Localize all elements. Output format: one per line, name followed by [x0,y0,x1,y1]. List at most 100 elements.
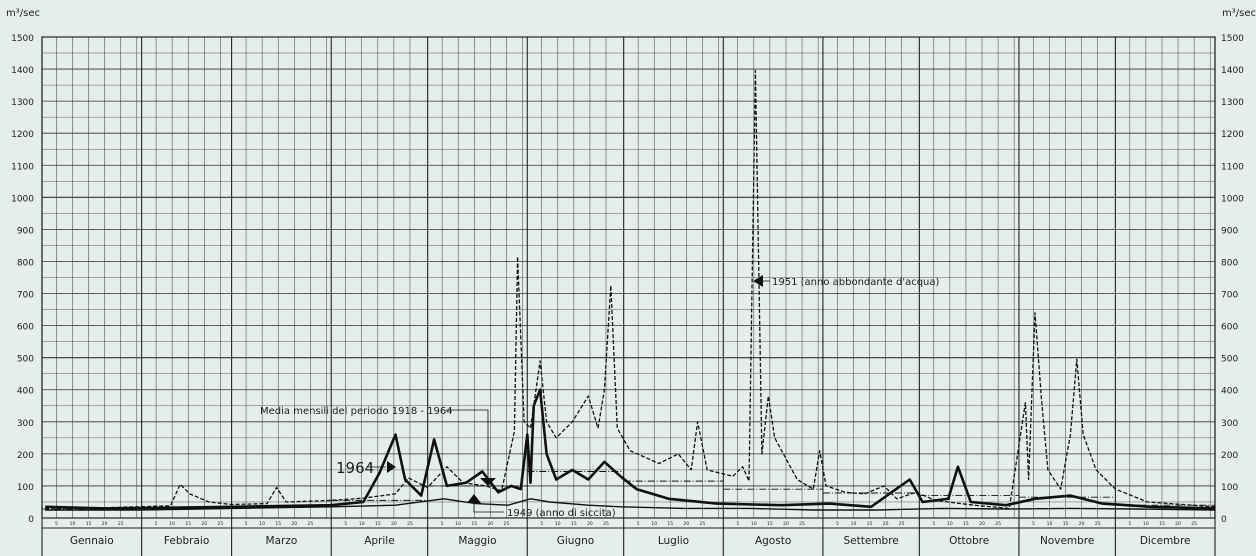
month-axis: Gennaio 5 10 15 20 25 Febbraio 5 10 15 20 25 Marzo 5 1… [42,521,1215,547]
day-tick-label: 25 [700,521,706,527]
day-tick-label: 15 [1063,521,1069,527]
media-leader-line [446,409,489,478]
y-tick-label-left: 700 [17,291,34,301]
y-tick-label-left: 1500 [11,34,34,44]
month-label: Settembre [844,535,899,547]
y-tick-label-right: 1400 [1221,66,1244,76]
y-tick-label-left: 500 [17,355,34,365]
month-label: Gennaio [70,535,114,547]
y-tick-label-right: 700 [1221,291,1238,301]
day-tick-label: 15 [375,521,381,527]
day-tick-label: 5 [1032,521,1035,527]
day-tick-label: 5 [441,521,444,527]
day-tick-label: 5 [245,521,248,527]
month-label: Dicembre [1140,535,1191,547]
day-tick-label: 5 [637,521,640,527]
day-tick-label: 15 [1159,521,1165,527]
day-tick-label: 10 [555,521,561,527]
y-tick-label-left: 200 [17,451,34,461]
y-tick-label-left: 900 [17,226,34,236]
day-tick-label: 10 [359,521,365,527]
day-tick-label: 10 [259,521,265,527]
day-tick-label: 10 [1047,521,1053,527]
y-tick-label-right: 1100 [1221,162,1244,172]
day-tick-label: 15 [667,521,673,527]
day-tick-label: 10 [751,521,757,527]
day-tick-label: 10 [851,521,857,527]
media-arrow [480,478,496,486]
y1951-arrow [753,275,763,287]
annotations: m³/sec m³/sec Media mensili del periodo … [6,8,1256,519]
day-tick-label: 5 [836,521,839,527]
month-label: Novembre [1040,535,1094,547]
day-tick-label: 15 [571,521,577,527]
day-tick-label: 25 [603,521,609,527]
unit-label-right: m³/sec [1222,8,1256,19]
y-tick-label-right: 1000 [1221,194,1244,204]
y-tick-label-right: 600 [1221,323,1238,333]
y-tick-label-right: 1500 [1221,34,1244,44]
day-tick-label: 15 [471,521,477,527]
day-tick-label: 5 [540,521,543,527]
y-tick-label-right: 1200 [1221,130,1244,140]
day-tick-label: 10 [455,521,461,527]
day-tick-label: 20 [391,521,397,527]
series-1951-line [45,70,1216,510]
day-tick-label: 5 [344,521,347,527]
month-label: Agosto [755,535,791,547]
month-label: Marzo [266,535,298,547]
day-tick-label: 5 [932,521,935,527]
month-label: Febbraio [164,535,209,547]
y-tick-label-right: 1300 [1221,98,1244,108]
day-tick-label: 25 [307,521,313,527]
y1949-leader-line [473,500,504,513]
y-tick-label-right: 200 [1221,451,1238,461]
day-tick-label: 20 [1175,521,1181,527]
day-tick-label: 20 [102,521,108,527]
day-tick-label: 5 [1128,521,1131,527]
y-tick-label-right: 900 [1221,226,1238,236]
month-label: Giugno [557,535,594,547]
day-tick-label: 25 [1095,521,1101,527]
day-tick-label: 5 [55,521,58,527]
day-tick-label: 25 [995,521,1001,527]
day-tick-label: 20 [291,521,297,527]
day-tick-label: 5 [736,521,739,527]
day-tick-label: 10 [70,521,76,527]
day-tick-label: 15 [867,521,873,527]
y-tick-label-left: 800 [17,258,34,268]
y-tick-label-left: 400 [17,387,34,397]
y-tick-label-right: 500 [1221,355,1238,365]
day-tick-label: 10 [947,521,953,527]
y-tick-label-left: 1200 [11,130,34,140]
day-tick-label: 25 [504,521,510,527]
day-tick-label: 25 [217,521,223,527]
day-tick-label: 20 [683,521,689,527]
day-tick-label: 20 [201,521,207,527]
day-tick-label: 10 [1143,521,1149,527]
y1964-arrow [387,461,396,473]
y-axis-labels: 0 0 100 100 200 200 300 300 400 400 500 500 600 600 70… [11,34,1244,525]
day-tick-label: 15 [275,521,281,527]
day-tick-label: 15 [767,521,773,527]
month-label: Ottobre [949,535,989,547]
series-1964-line [45,388,1216,510]
y-tick-label-right: 800 [1221,258,1238,268]
day-tick-label: 15 [963,521,969,527]
day-tick-label: 20 [979,521,985,527]
y-tick-label-left: 1100 [11,162,34,172]
day-tick-label: 20 [487,521,493,527]
unit-label-left: m³/sec [6,8,40,19]
day-tick-label: 25 [118,521,124,527]
y-tick-label-left: 600 [17,323,34,333]
y-tick-label-left: 1300 [11,98,34,108]
y-tick-label-left: 1000 [11,194,34,204]
annotation-1964: 1964 [336,459,374,477]
day-tick-label: 10 [169,521,175,527]
day-tick-label: 15 [86,521,92,527]
annotation-1949: 1949 (anno di siccita) [507,508,616,519]
day-tick-label: 15 [185,521,191,527]
y-tick-label-right: 100 [1221,483,1238,493]
day-tick-label: 20 [783,521,789,527]
